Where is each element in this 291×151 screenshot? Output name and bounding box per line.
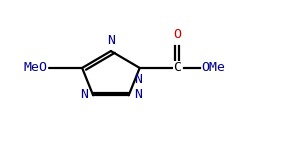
Text: OMe: OMe	[201, 61, 225, 74]
Text: MeO: MeO	[24, 61, 47, 74]
Text: N: N	[107, 34, 115, 47]
Text: N: N	[134, 73, 142, 86]
Text: C: C	[173, 61, 181, 74]
Text: N: N	[134, 88, 142, 101]
Text: N: N	[80, 88, 88, 101]
Text: O: O	[173, 28, 181, 41]
